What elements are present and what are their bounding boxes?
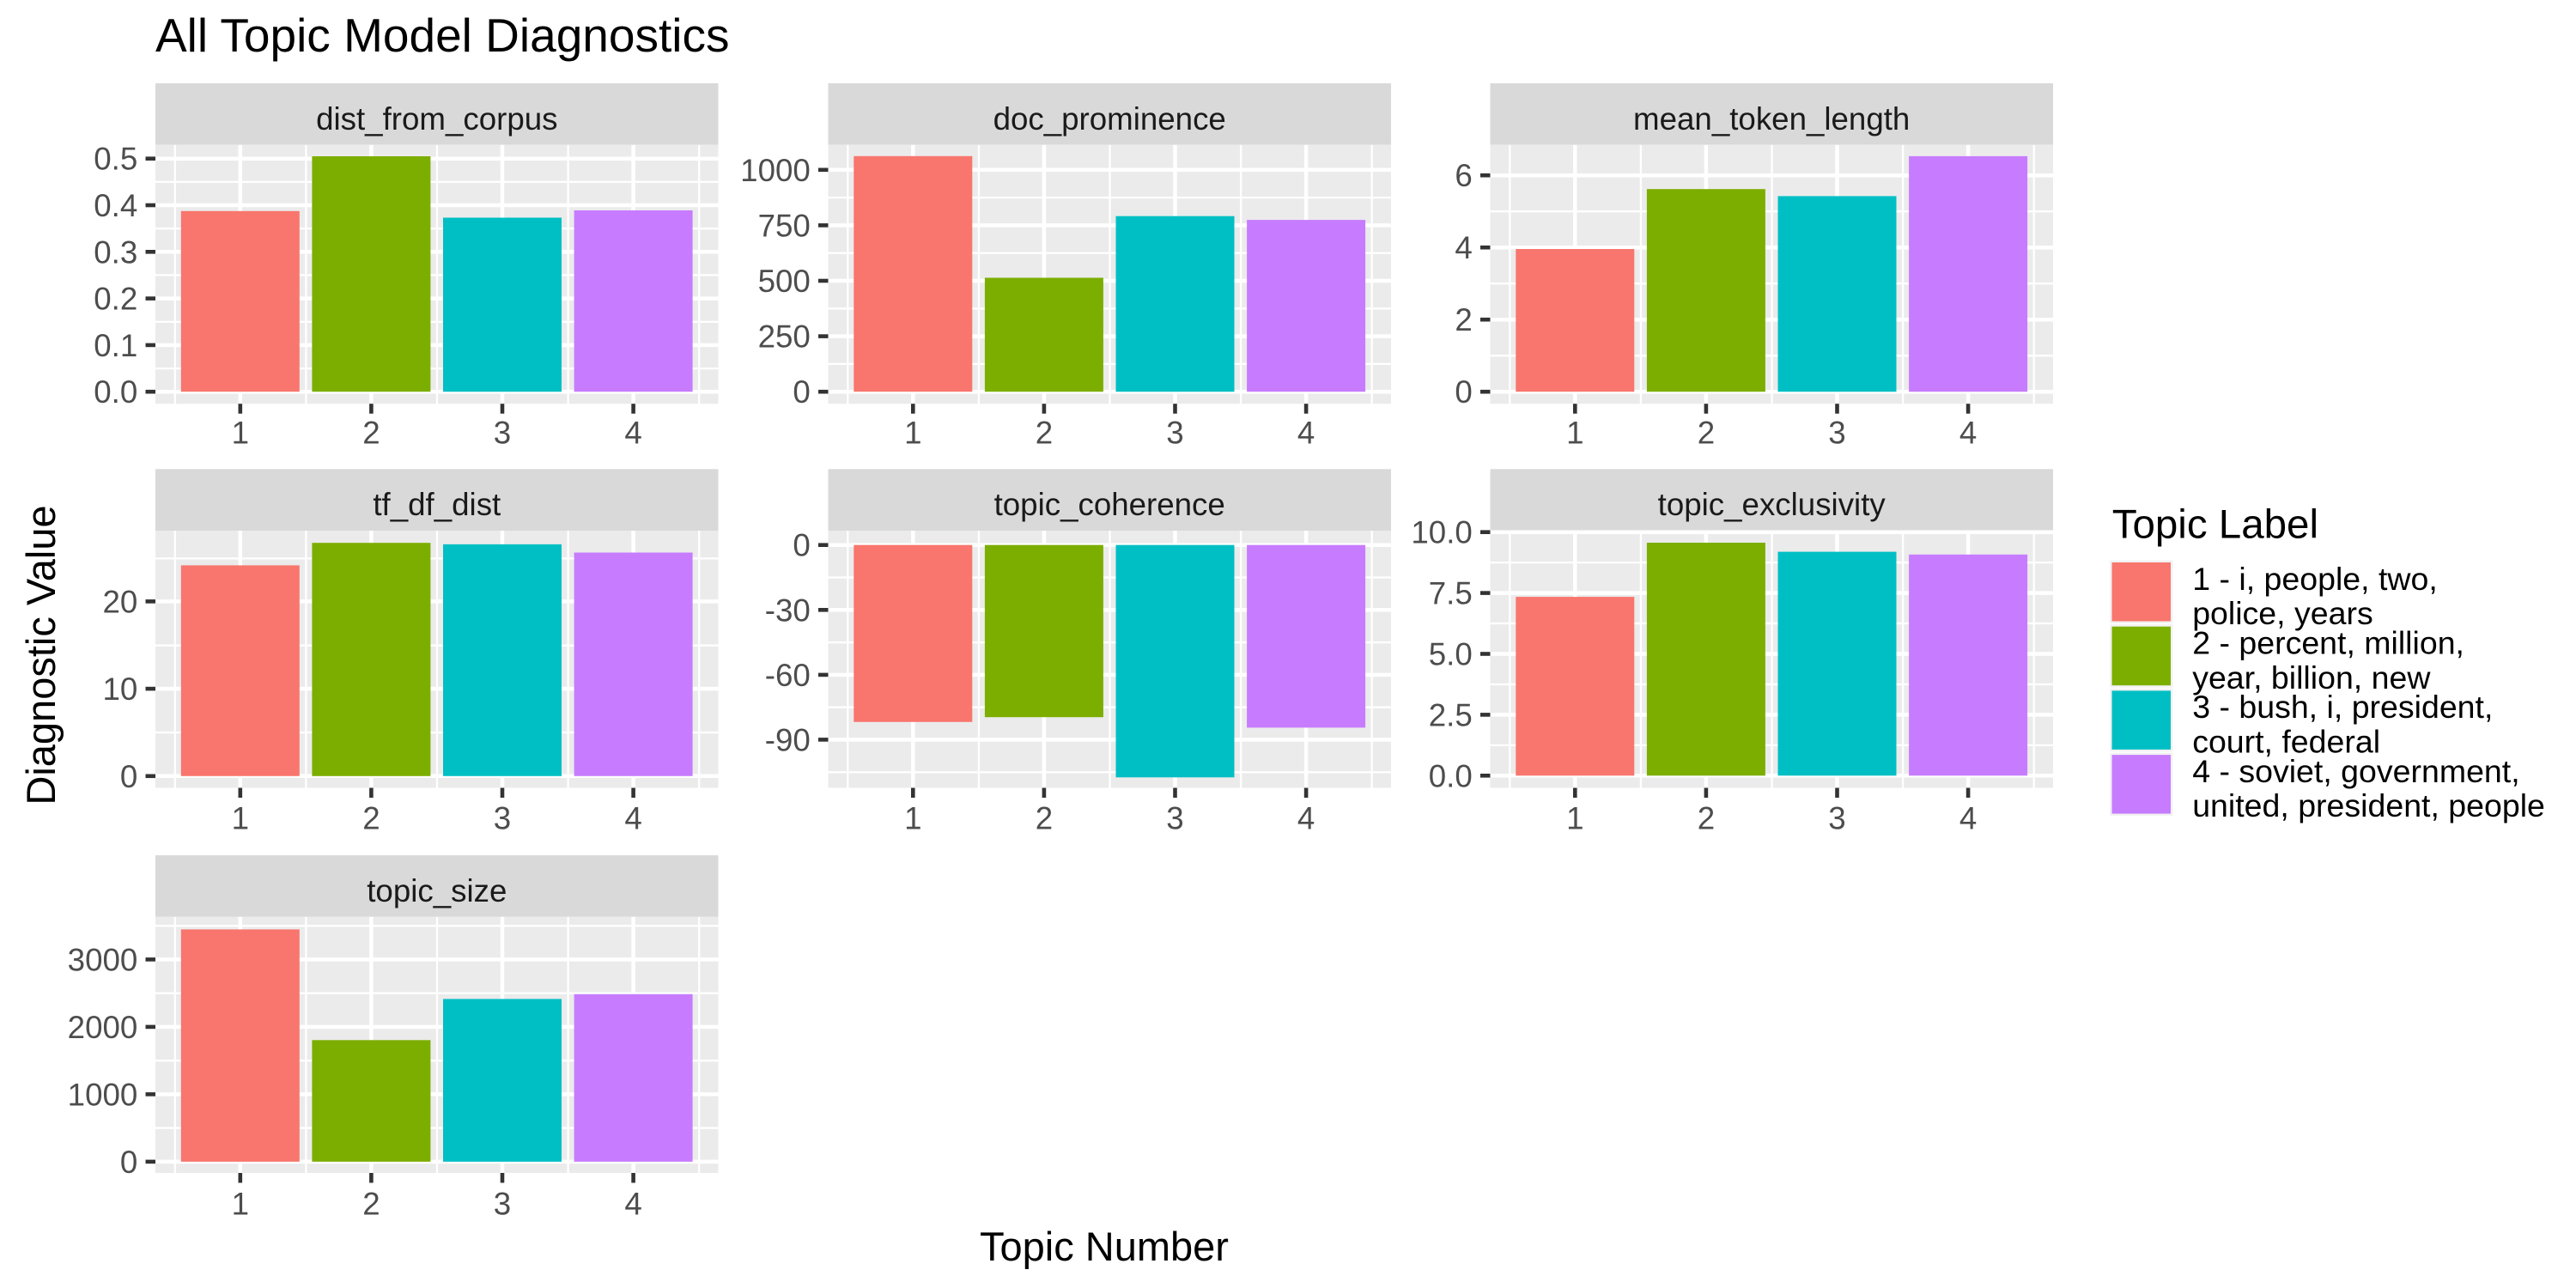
svg-text:-90: -90 bbox=[765, 722, 811, 757]
svg-text:2: 2 bbox=[362, 801, 380, 836]
svg-text:3 - bush, i, president,: 3 - bush, i, president, bbox=[2192, 689, 2493, 725]
svg-text:1000: 1000 bbox=[740, 153, 811, 188]
svg-text:0: 0 bbox=[793, 528, 810, 563]
svg-text:1: 1 bbox=[1566, 801, 1583, 836]
svg-text:2 - percent, million,: 2 - percent, million, bbox=[2192, 625, 2464, 661]
svg-text:0: 0 bbox=[120, 1145, 137, 1180]
svg-text:0.0: 0.0 bbox=[1429, 758, 1473, 793]
svg-text:2.5: 2.5 bbox=[1429, 697, 1473, 732]
svg-text:6: 6 bbox=[1455, 158, 1472, 193]
svg-text:Topic Label: Topic Label bbox=[2112, 502, 2318, 548]
svg-text:topic_coherence: topic_coherence bbox=[994, 487, 1225, 522]
svg-text:2: 2 bbox=[1698, 416, 1715, 451]
svg-text:4: 4 bbox=[624, 1187, 641, 1222]
svg-text:2: 2 bbox=[1455, 302, 1472, 337]
svg-text:1: 1 bbox=[232, 801, 249, 836]
svg-text:3: 3 bbox=[1828, 416, 1845, 451]
svg-text:3: 3 bbox=[494, 1187, 511, 1222]
svg-text:topic_exclusivity: topic_exclusivity bbox=[1658, 487, 1886, 522]
svg-text:5.0: 5.0 bbox=[1429, 637, 1473, 672]
svg-text:1: 1 bbox=[904, 416, 921, 451]
svg-text:4: 4 bbox=[1959, 416, 1977, 451]
svg-text:dist_from_corpus: dist_from_corpus bbox=[316, 101, 557, 137]
svg-text:4: 4 bbox=[624, 801, 641, 836]
svg-text:topic_size: topic_size bbox=[367, 873, 507, 908]
svg-text:2: 2 bbox=[362, 416, 380, 451]
svg-text:2000: 2000 bbox=[68, 1010, 138, 1045]
svg-text:Topic Number: Topic Number bbox=[980, 1224, 1229, 1269]
svg-text:0.4: 0.4 bbox=[94, 188, 137, 223]
svg-text:All Topic Model Diagnostics: All Topic Model Diagnostics bbox=[155, 9, 729, 62]
svg-text:united, president, people: united, president, people bbox=[2192, 787, 2545, 823]
svg-text:250: 250 bbox=[758, 319, 811, 355]
svg-text:4: 4 bbox=[624, 416, 641, 451]
svg-text:3: 3 bbox=[494, 416, 511, 451]
svg-text:Diagnostic Value: Diagnostic Value bbox=[18, 505, 64, 805]
svg-text:0.5: 0.5 bbox=[94, 142, 137, 177]
svg-text:tf_df_dist: tf_df_dist bbox=[373, 487, 501, 522]
svg-text:1000: 1000 bbox=[68, 1077, 138, 1112]
svg-text:mean_token_length: mean_token_length bbox=[1633, 101, 1910, 137]
svg-text:-30: -30 bbox=[765, 592, 811, 628]
svg-text:10.0: 10.0 bbox=[1411, 515, 1472, 550]
svg-text:0.3: 0.3 bbox=[94, 234, 137, 270]
svg-text:police, years: police, years bbox=[2192, 595, 2373, 631]
svg-text:1: 1 bbox=[232, 1187, 249, 1222]
svg-text:7.5: 7.5 bbox=[1429, 576, 1473, 611]
svg-text:year, billion, new: year, billion, new bbox=[2192, 659, 2431, 696]
svg-text:2: 2 bbox=[362, 1187, 380, 1222]
svg-text:750: 750 bbox=[758, 208, 811, 243]
svg-text:0: 0 bbox=[793, 374, 810, 410]
svg-text:4: 4 bbox=[1959, 801, 1977, 836]
svg-text:1: 1 bbox=[232, 416, 249, 451]
svg-text:2: 2 bbox=[1036, 416, 1053, 451]
svg-text:2: 2 bbox=[1698, 801, 1715, 836]
svg-text:1: 1 bbox=[1566, 416, 1583, 451]
svg-text:3: 3 bbox=[1166, 801, 1183, 836]
svg-text:0.1: 0.1 bbox=[94, 328, 137, 363]
svg-text:10: 10 bbox=[102, 671, 137, 707]
svg-text:4: 4 bbox=[1297, 801, 1315, 836]
svg-text:0.2: 0.2 bbox=[94, 282, 137, 317]
svg-text:3: 3 bbox=[1828, 801, 1845, 836]
svg-text:20: 20 bbox=[102, 584, 137, 619]
svg-text:4 - soviet, government,: 4 - soviet, government, bbox=[2192, 753, 2519, 789]
svg-text:-60: -60 bbox=[765, 658, 811, 693]
svg-text:1: 1 bbox=[904, 801, 921, 836]
svg-text:4: 4 bbox=[1455, 230, 1472, 265]
svg-text:1 - i, people, two,: 1 - i, people, two, bbox=[2192, 561, 2438, 597]
svg-text:0.0: 0.0 bbox=[94, 374, 137, 410]
svg-text:doc_prominence: doc_prominence bbox=[993, 101, 1226, 137]
svg-text:0: 0 bbox=[1455, 374, 1472, 410]
svg-text:3000: 3000 bbox=[68, 942, 138, 977]
svg-text:4: 4 bbox=[1297, 416, 1315, 451]
svg-text:court, federal: court, federal bbox=[2192, 723, 2380, 759]
svg-text:2: 2 bbox=[1036, 801, 1053, 836]
svg-text:3: 3 bbox=[494, 801, 511, 836]
svg-text:500: 500 bbox=[758, 264, 811, 299]
svg-text:3: 3 bbox=[1166, 416, 1183, 451]
svg-text:0: 0 bbox=[120, 759, 137, 794]
